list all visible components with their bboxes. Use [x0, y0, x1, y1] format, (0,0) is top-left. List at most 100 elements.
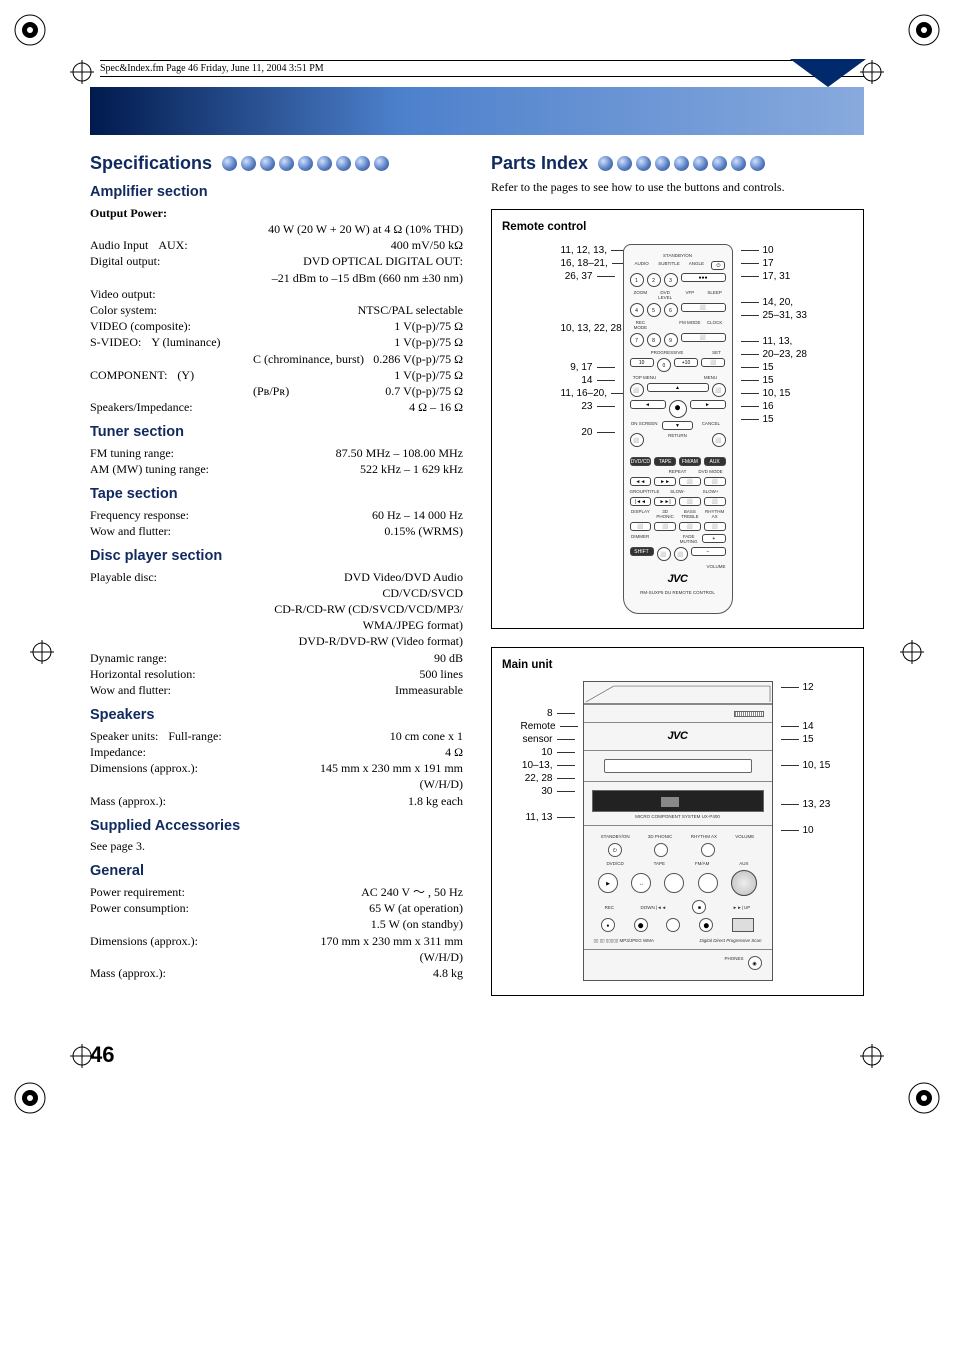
decorative-dots: [222, 156, 389, 171]
callout-label: [521, 798, 575, 811]
spec-row: WMA/JPEG format): [90, 617, 463, 633]
callout-label: 11, 12, 13,: [561, 244, 615, 257]
callout-label: 11, 13: [521, 811, 575, 824]
remote-diagram: 11, 12, 13,16, 18–21,26, 37 10, 13, 22, …: [502, 244, 853, 614]
spec-row: Frequency response:60 Hz – 14 000 Hz: [90, 507, 463, 523]
phones-jack: ◉: [748, 956, 762, 970]
spec-value: 4 Ω: [445, 744, 463, 760]
spec-row: Speakers/Impedance:4 Ω – 16 Ω: [90, 399, 463, 415]
callout-label: [521, 681, 575, 694]
decorative-dots: [598, 156, 765, 171]
main-unit-illustration: JVC MICRO COMPONENT SYSTEM UX-P400 STAND…: [583, 681, 773, 981]
callout-label: 22, 28: [521, 772, 575, 785]
spec-label: Wow and flutter:: [90, 682, 171, 698]
spec-label: VIDEO (composite):: [90, 318, 191, 334]
spec-label: Dimensions (approx.):: [90, 760, 198, 776]
spec-label: AM (MW) tuning range:: [90, 461, 209, 477]
system-label: MICRO COMPONENT SYSTEM UX-P400: [592, 814, 764, 819]
main-unit-diagram: 8Remotesensor1010–13,22, 2830 11, 13 JVC: [502, 681, 853, 981]
spec-row: CD-R/CD-RW (CD/SVCD/VCD/MP3/: [90, 601, 463, 617]
spec-mid: CD/VCD/SVCD: [312, 585, 463, 601]
callout-label: 10: [741, 244, 795, 257]
callout-label: 9, 17: [561, 361, 615, 374]
callout-label: 17: [741, 257, 795, 270]
spec-row: Power consumption: 65 W (at operation): [90, 900, 463, 916]
eject-button: [732, 918, 754, 932]
spec-mid: DVD OPTICAL DIGITAL OUT:: [293, 253, 463, 269]
spec-label: Power requirement:: [90, 884, 185, 900]
callout-label: 14, 20,: [741, 296, 795, 309]
spec-row: Dynamic range:90 dB: [90, 650, 463, 666]
callout-label: 14: [781, 720, 835, 733]
callout-label: [561, 348, 615, 361]
callout-label: [521, 694, 575, 707]
callout-label: [781, 811, 835, 824]
parts-index-title: Parts Index: [491, 151, 864, 175]
spec-row: COMPONENT:(Y)1 V(p-p)/75 Ω: [90, 367, 463, 383]
callout-label: 26, 37: [561, 270, 615, 283]
spec-row: (Pʙ/Pʀ)0.7 V(p-p)/75 Ω: [90, 383, 463, 399]
spec-row: –21 dBm to –15 dBm (660 nm ±30 nm): [90, 270, 463, 286]
callout-label: 15: [741, 361, 795, 374]
callout-label: [781, 785, 835, 798]
spec-label: Playable disc:: [90, 569, 157, 585]
spec-mid: AUX:: [148, 237, 187, 253]
spec-label: Speakers/Impedance:: [90, 399, 193, 415]
spec-mid: Y (luminance): [141, 334, 220, 350]
spec-value: AC 240 V 〜 , 50 Hz: [361, 884, 463, 900]
spec-value: 4.8 kg: [433, 965, 463, 981]
specifications-title-text: Specifications: [90, 151, 212, 175]
callout-label: 8: [521, 707, 575, 720]
spec-value: 1.5 W (on standby): [371, 916, 463, 932]
remote-box-title: Remote control: [502, 220, 853, 236]
display-panel: [592, 790, 764, 812]
remote-illustration: STANDBY/ON AUDIOSUBTITLEANGLE⏻ 123●●● ZO…: [623, 244, 733, 614]
spec-value: 145 mm x 230 mm x 191 mm: [320, 760, 463, 776]
callout-label: 20: [561, 426, 615, 439]
spec-row: Digital output: DVD OPTICAL DIGITAL OUT:: [90, 253, 463, 269]
callout-label: 10, 13, 22, 28: [561, 322, 615, 335]
spec-value: (W/H/D): [420, 776, 463, 792]
callout-label: 12: [781, 681, 835, 694]
remote-model: RM-SUXP5 DU REMOTE CONTROL: [630, 590, 726, 595]
spec-value: (W/H/D): [420, 949, 463, 965]
spec-value: 0.7 V(p-p)/75 Ω: [385, 383, 463, 399]
spec-row: Dimensions (approx.): 145 mm x 230 mm x 1…: [90, 760, 463, 776]
callout-label: 14: [561, 374, 615, 387]
main-unit-box: Main unit 8Remotesensor1010–13,22, 2830 …: [491, 647, 864, 996]
callout-label: 13, 23: [781, 798, 835, 811]
spec-value: 1 V(p-p)/75 Ω: [394, 367, 463, 383]
spec-row: C (chrominance, burst)0.286 V(p-p)/75 Ω: [90, 351, 463, 367]
spec-mid: DVD-R/DVD-RW (Video format): [229, 633, 463, 649]
spec-value: 400 mV/50 kΩ: [391, 237, 463, 253]
callout-label: 16, 18–21,: [561, 257, 615, 270]
callout-label: 10: [781, 824, 835, 837]
spec-label: Mass (approx.):: [90, 793, 166, 809]
callout-label: 15: [781, 733, 835, 746]
spec-label: Digital output:: [90, 253, 160, 269]
spec-mid: DVD Video/DVD Audio: [334, 569, 463, 585]
spec-label: Impedance:: [90, 744, 146, 760]
spec-row: (W/H/D): [90, 776, 463, 792]
spec-label: Color system:: [90, 302, 157, 318]
parts-index-title-text: Parts Index: [491, 151, 588, 175]
spec-label: See page 3.: [90, 838, 145, 854]
spec-value: 522 kHz – 1 629 kHz: [360, 461, 463, 477]
callout-label: [741, 283, 795, 296]
spec-row: Wow and flutter:0.15% (WRMS): [90, 523, 463, 539]
spec-section-heading: Amplifier section: [90, 183, 463, 203]
spec-mid: C (chrominance, burst): [183, 351, 364, 367]
spec-value: 65 W (at operation): [369, 900, 463, 916]
spec-section-heading: Tape section: [90, 485, 463, 505]
spec-section-heading: Supplied Accessories: [90, 817, 463, 837]
spec-row: FM tuning range:87.50 MHz – 108.00 MHz: [90, 445, 463, 461]
callout-label: 15: [741, 413, 795, 426]
spec-label: Video output:: [90, 286, 156, 302]
spec-label: Dimensions (approx.):: [90, 933, 198, 949]
spec-value: 40 W (20 W + 20 W) at 4 Ω (10% THD): [268, 221, 463, 237]
callout-label: 16: [741, 400, 795, 413]
spec-row: (W/H/D): [90, 949, 463, 965]
spec-label: Power consumption:: [90, 900, 189, 916]
volume-knob: [731, 870, 757, 896]
callout-label: [781, 746, 835, 759]
